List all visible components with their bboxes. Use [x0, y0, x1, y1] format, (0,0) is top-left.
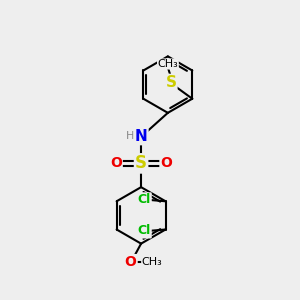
Text: S: S	[135, 154, 147, 172]
Text: N: N	[135, 129, 148, 144]
Text: O: O	[160, 156, 172, 170]
Text: O: O	[110, 156, 122, 170]
Text: Cl: Cl	[137, 193, 151, 206]
Text: CH₃: CH₃	[158, 59, 178, 69]
Text: Cl: Cl	[137, 224, 151, 238]
Text: O: O	[125, 255, 136, 269]
Text: H: H	[126, 131, 134, 141]
Text: S: S	[165, 75, 176, 90]
Text: CH₃: CH₃	[142, 257, 163, 267]
